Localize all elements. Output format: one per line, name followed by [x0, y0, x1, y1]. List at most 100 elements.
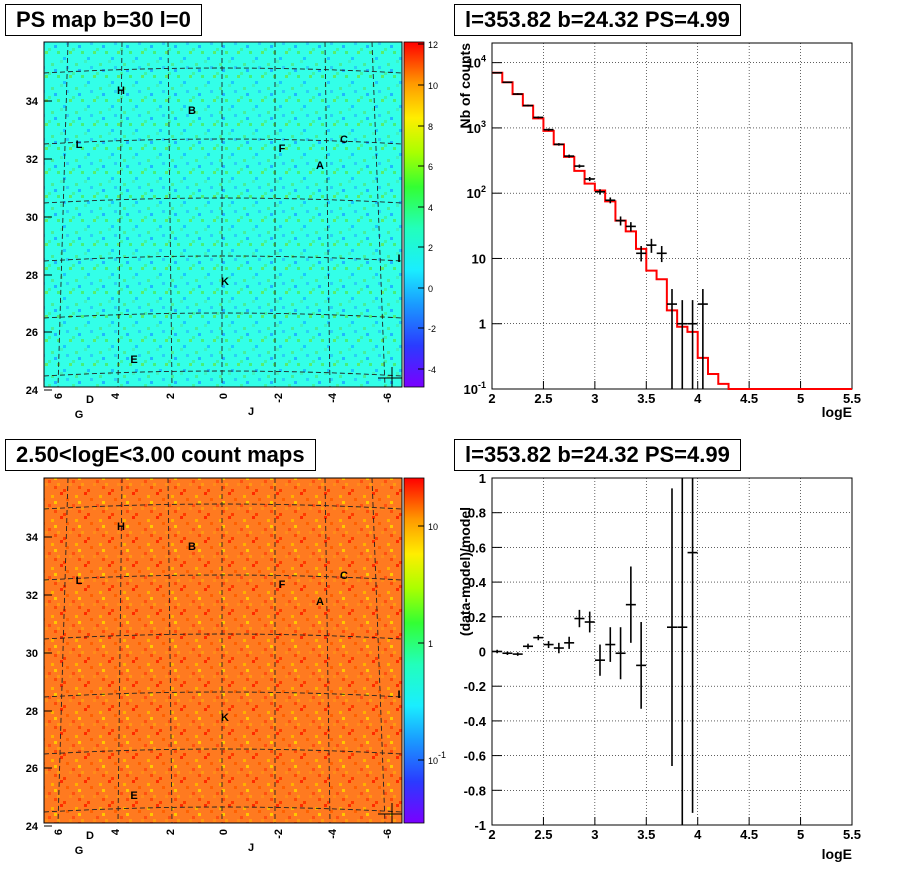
residual-y-tick-label: 1 — [479, 471, 486, 486]
map-y-tick-label: 30 — [26, 212, 38, 224]
spectrum-x-tick-label: 3 — [591, 391, 598, 406]
map-source-label: B — [188, 541, 196, 553]
residual-x-tick-label: 4.5 — [740, 827, 758, 842]
map-x-tick-label: 4 — [110, 828, 122, 835]
map-x-tick-label: -6 — [382, 829, 394, 839]
colorbar-tick-label: 6 — [428, 162, 433, 172]
map-x-tick-label: 4 — [110, 392, 122, 399]
graticule-lon-line — [167, 41, 173, 388]
colorbar — [403, 41, 425, 388]
graticule-lat-line — [43, 255, 403, 262]
map-frame — [43, 477, 403, 824]
map-y-tick-label: 26 — [26, 763, 38, 775]
graticule-lon-line — [371, 477, 386, 824]
map-x-tick-label: 2 — [165, 393, 177, 399]
map-y-tick-label: 26 — [26, 327, 38, 339]
ps-map-title: PS map b=30 l=0 — [5, 4, 202, 36]
map-source-label: E — [130, 790, 137, 802]
graticule-lat-line — [43, 748, 403, 755]
map-y-tick-label: 24 — [26, 385, 39, 397]
colorbar-tick-label: 2 — [428, 243, 433, 253]
graticule-lon-line — [324, 41, 331, 388]
graticule-lon-line — [57, 477, 69, 824]
residual-y-tick-label: 0.6 — [468, 540, 486, 555]
map-source-label: L — [76, 139, 83, 151]
count-map-title: 2.50<logE<3.00 count maps — [5, 439, 316, 471]
map-source-label: D — [86, 394, 94, 406]
residual-x-tick-label: 5.5 — [843, 827, 861, 842]
residual-title: l=353.82 b=24.32 PS=4.99 — [454, 439, 741, 471]
map-y-tick-label: 28 — [26, 270, 38, 282]
colorbar-tick-label: -2 — [428, 324, 436, 334]
spectrum-x-tick-label: 4.5 — [740, 391, 758, 406]
graticule-lat-line — [43, 503, 403, 510]
residual-y-tick-label: -0.2 — [464, 679, 486, 694]
spectrum-y-tick-label: 10-1 — [464, 380, 486, 397]
map-y-tick-label: 28 — [26, 706, 38, 718]
spectrum-x-tick-label: 5.5 — [843, 391, 861, 406]
residual-x-tick-label: 2.5 — [534, 827, 552, 842]
graticule-lat-line — [43, 691, 403, 698]
residual-frame — [491, 477, 853, 826]
map-source-label: K — [221, 712, 229, 724]
map-x-tick-label: -2 — [273, 829, 285, 839]
spectrum-y-tick-label: 103 — [467, 119, 486, 136]
colorbar-tick-label: 12 — [428, 40, 438, 50]
map-source-label: H — [117, 521, 125, 533]
graticule-lon-line — [117, 477, 123, 824]
spectrum-panel: 2 2.5 3 3.5 4 4.5 5 5.5 10-1 1 10 102 103 104 logE Nb o… — [457, 42, 861, 420]
graticule-lat-line — [43, 806, 403, 813]
colorbar-tick-label: 10 — [428, 522, 438, 532]
colorbar-tick-label: 1 — [428, 639, 433, 649]
map-source-label: I — [397, 253, 400, 265]
graticule-lat-line — [43, 574, 403, 581]
colorbar-tick-label: 10-1 — [428, 750, 446, 766]
map-source-label: J — [248, 406, 254, 418]
graticule-lat-line — [43, 370, 403, 377]
map-source-label: C — [340, 570, 348, 582]
map-x-tick-label: -2 — [273, 393, 285, 403]
residual-x-tick-label: 3 — [591, 827, 598, 842]
map-source-label: D — [86, 830, 94, 842]
graticule-lon-line — [117, 41, 123, 388]
model-histogram — [492, 71, 852, 390]
map-source-label: B — [188, 105, 196, 117]
residual-y-tick-label: 0 — [479, 645, 486, 660]
residual-y-label: (data-model)/model — [457, 507, 473, 636]
residual-x-tick-label: 2 — [488, 827, 495, 842]
map-source-label: J — [248, 842, 254, 854]
residual-panel: 2 2.5 3 3.5 4 4.5 5 5.5 -1 -0.8 -0.6 -0.4 -0.2 0 0.2 0.… — [457, 471, 861, 862]
colorbar-tick-label: 0 — [428, 284, 433, 294]
residual-y-tick-label: -0.6 — [464, 749, 486, 764]
map-y-tick-label: 32 — [26, 154, 38, 166]
graticule-lat-line — [43, 633, 403, 640]
colorbar — [403, 477, 425, 824]
map-source-label: E — [130, 354, 137, 366]
residual-y-tick-label: 0.8 — [468, 506, 486, 521]
spectrum-title: l=353.82 b=24.32 PS=4.99 — [454, 4, 741, 36]
map-source-label: C — [340, 134, 348, 146]
colorbar-tick-label: 8 — [428, 122, 433, 132]
spectrum-x-tick-label: 3.5 — [637, 391, 655, 406]
map-y-tick-label: 34 — [26, 96, 39, 108]
colorbar-tick-label: -4 — [428, 365, 436, 375]
map-source-label: F — [279, 143, 286, 155]
map-y-tick-label: 32 — [26, 590, 38, 602]
graticule-lon-line — [371, 41, 386, 388]
graticule-lat-line — [43, 197, 403, 204]
map-source-label: A — [316, 596, 324, 608]
spectrum-y-tick-label: 102 — [467, 184, 486, 201]
map-source-label: G — [75, 845, 84, 857]
residual-y-tick-label: 0.2 — [468, 610, 486, 625]
colorbar-tick-label: 4 — [428, 203, 433, 213]
graticule-lon-line — [324, 477, 331, 824]
map-y-tick-label: 34 — [26, 532, 39, 544]
map-x-tick-label: 6 — [53, 393, 65, 399]
residual-x-label: logE — [822, 846, 852, 862]
spectrum-x-tick-label: 5 — [797, 391, 804, 406]
graticule-lat-line — [43, 67, 403, 74]
residual-y-tick-label: 0.4 — [468, 575, 487, 590]
map-source-label: H — [117, 85, 125, 97]
map-x-tick-label: 6 — [53, 829, 65, 835]
